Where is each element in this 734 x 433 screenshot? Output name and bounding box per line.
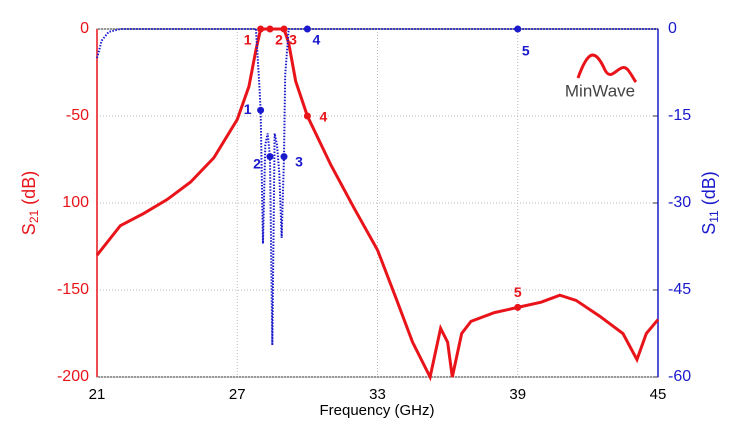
y2-label-sub: 11 — [707, 210, 721, 223]
x-tick-label: 45 — [650, 386, 667, 403]
y-axis-label: S21 (dB) — [19, 171, 41, 235]
marker-label: 1 — [244, 101, 252, 117]
marker — [303, 112, 311, 120]
marker-label: 5 — [522, 43, 530, 59]
marker — [280, 25, 288, 33]
y-label-unit: (dB) — [19, 171, 39, 205]
y2-tick-label: 0 — [668, 20, 677, 37]
y2-tick-label: -60 — [668, 368, 691, 385]
y-tick-label: 0 — [80, 20, 89, 37]
y-label-main: S — [19, 223, 39, 235]
logo-wave — [576, 53, 638, 84]
y-tick-label: -50 — [66, 107, 89, 124]
marker — [280, 153, 288, 161]
marker-label: 4 — [319, 109, 327, 125]
marker — [303, 25, 311, 33]
marker-label: 1 — [244, 32, 252, 48]
y-tick-label: -150 — [57, 281, 89, 298]
marker-label: 4 — [312, 32, 320, 48]
x-tick-label: 39 — [509, 386, 526, 403]
marker — [266, 25, 274, 33]
y-label-sub: 21 — [27, 210, 41, 224]
marker — [266, 153, 274, 161]
y2-tick-label: -30 — [668, 194, 691, 211]
series-line — [95, 27, 660, 382]
x-tick-label: 21 — [89, 386, 106, 403]
series-line — [96, 28, 658, 346]
marker-label: 2 — [275, 32, 283, 48]
marker — [257, 106, 265, 114]
y-tick-label: 100 — [62, 194, 89, 211]
y2-tick-label: -15 — [668, 107, 691, 124]
y2-label-unit: (dB) — [699, 171, 719, 205]
y2-label-main: S — [699, 223, 719, 235]
x-axis-label: Frequency (GHz) — [319, 402, 434, 419]
marker-label: 3 — [289, 32, 297, 48]
logo: MinWave — [565, 81, 635, 100]
y2-tick-label: -45 — [668, 281, 691, 298]
marker — [514, 25, 522, 33]
marker-label: 5 — [514, 284, 522, 300]
y2-axis-label: S11 (dB) — [699, 171, 721, 235]
marker — [257, 25, 265, 33]
x-tick-label: 27 — [229, 386, 246, 403]
marker-label: 2 — [253, 155, 261, 171]
marker-label: 3 — [295, 153, 303, 169]
x-tick-label: 33 — [369, 386, 386, 403]
y-tick-label: -200 — [57, 368, 89, 385]
marker — [514, 303, 522, 311]
